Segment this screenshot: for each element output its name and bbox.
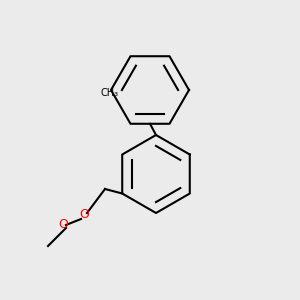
Text: O: O	[79, 208, 89, 221]
Text: CH₃: CH₃	[100, 88, 118, 98]
Text: O: O	[58, 218, 68, 232]
